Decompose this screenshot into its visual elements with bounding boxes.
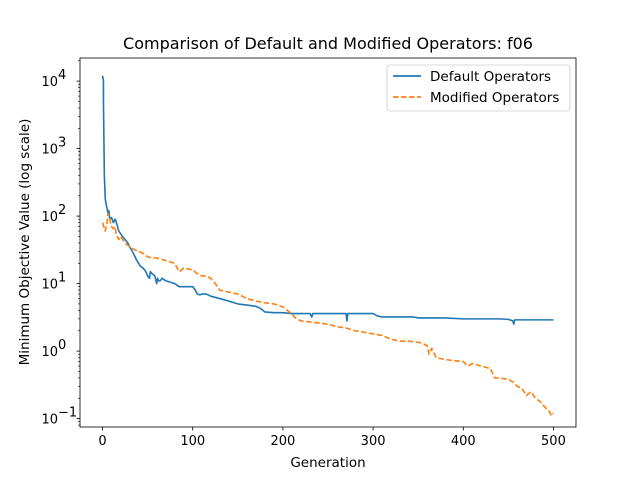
series-line-default-operators: [101, 75, 554, 326]
y-tick-label: 10: [41, 278, 58, 293]
y-tick-exponent: 3: [58, 136, 66, 151]
y-tick-exponent: 4: [58, 68, 66, 83]
x-tick-label: 500: [541, 434, 566, 449]
x-tick-label: 300: [361, 434, 386, 449]
legend-label: Modified Operators: [430, 90, 559, 106]
x-axis-label: Generation: [290, 455, 365, 471]
series-line-modified-operators: [101, 212, 555, 417]
y-axis-label: Minimum Objective Value (log scale): [17, 119, 33, 366]
y-tick-exponent: 2: [58, 203, 66, 218]
y-tick-label: 10: [41, 210, 58, 225]
x-tick-label: 100: [180, 434, 205, 449]
y-tick-exponent: −1: [58, 406, 77, 421]
y-tick-label: 10: [41, 345, 58, 360]
legend: Default Operators Modified Operators: [386, 64, 571, 112]
x-tick-label: 0: [98, 434, 106, 449]
legend-box: [386, 64, 571, 112]
y-tick-label: 10: [41, 75, 58, 90]
legend-label: Default Operators: [430, 69, 551, 85]
x-tick-label: 200: [270, 434, 295, 449]
y-tick-label: 10: [41, 413, 58, 428]
plot-area: 10 −110 010 110 210 310 40 100 200 300 400 500: [41, 57, 577, 449]
axes-frame: [79, 57, 577, 428]
chart-title: Comparison of Default and Modified Opera…: [123, 34, 533, 53]
y-tick-exponent: 1: [58, 271, 66, 286]
x-tick-label: 400: [451, 434, 476, 449]
y-tick-exponent: 0: [58, 338, 66, 353]
y-tick-label: 10: [41, 143, 58, 158]
